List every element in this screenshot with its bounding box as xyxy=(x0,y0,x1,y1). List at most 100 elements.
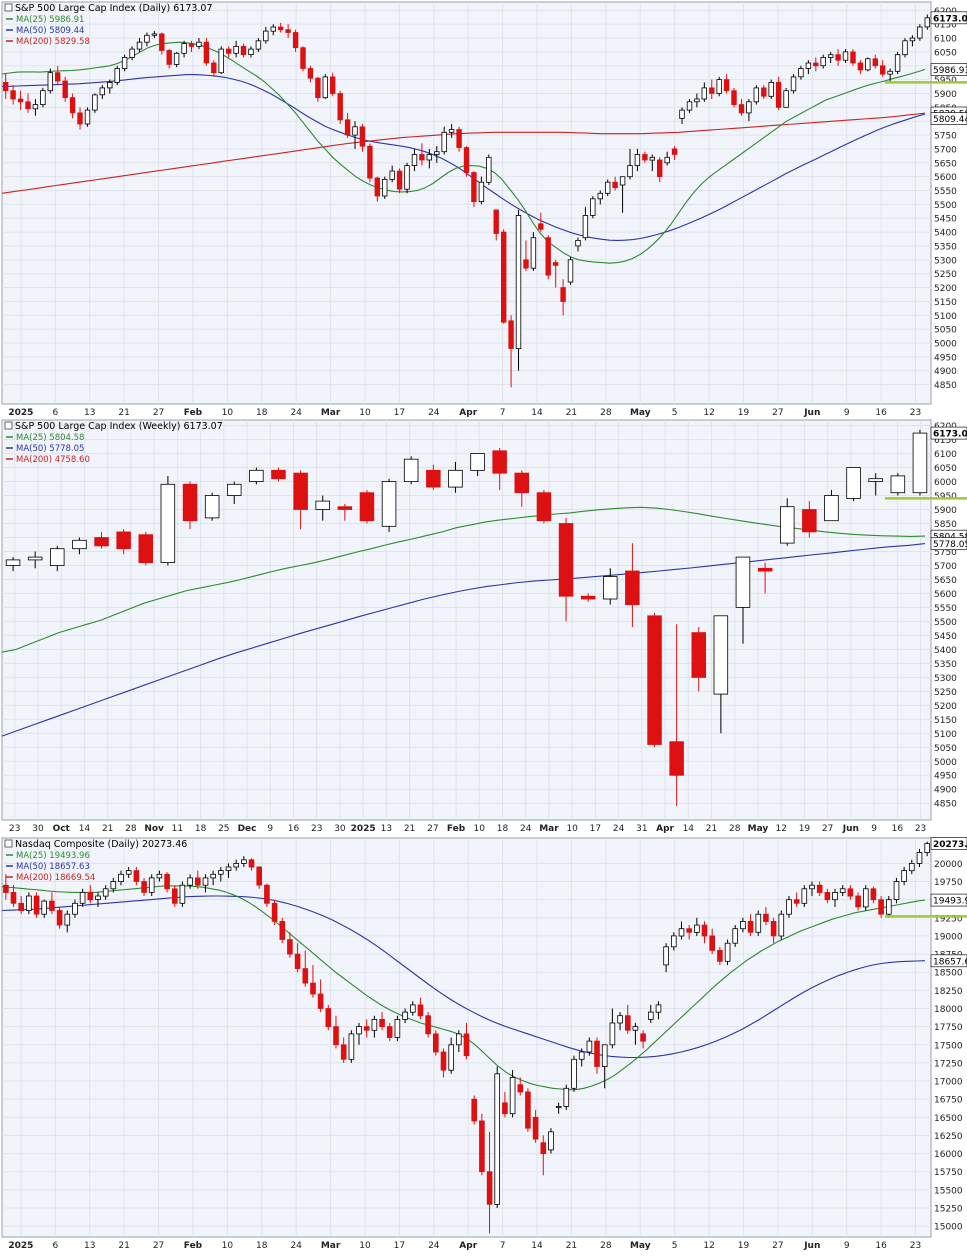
candle-body xyxy=(793,899,800,904)
candle-body xyxy=(417,1004,424,1017)
y-tick-label: 5300 xyxy=(934,674,957,684)
candle-body xyxy=(463,1033,470,1057)
candle-body xyxy=(916,852,923,864)
y-tick-label: 6100 xyxy=(934,35,957,45)
candle-body xyxy=(634,154,641,167)
x-tick-label: 10 xyxy=(566,824,578,834)
candle-body xyxy=(582,215,589,239)
candle-body xyxy=(627,165,633,178)
candle-body xyxy=(798,68,804,78)
x-tick-label: 18 xyxy=(256,1241,268,1251)
candle-body xyxy=(824,495,839,522)
candle-body xyxy=(790,76,797,92)
candle-body xyxy=(553,262,559,266)
candle-body xyxy=(494,1073,500,1205)
y-tick-label: 4850 xyxy=(934,381,957,391)
candle-body xyxy=(575,239,581,247)
candle-body xyxy=(225,48,232,54)
candle-body xyxy=(617,1015,623,1024)
candle-body xyxy=(317,993,324,1009)
candle-body xyxy=(761,87,767,97)
candle-body xyxy=(10,90,16,100)
candle-body xyxy=(886,899,892,915)
candle-body xyxy=(471,1098,477,1122)
candle-body xyxy=(850,51,856,64)
candle-body xyxy=(813,62,819,67)
candle-body xyxy=(389,170,395,180)
candle-body xyxy=(173,52,180,65)
chart-settings-icon xyxy=(4,3,13,12)
candle-body xyxy=(248,48,254,55)
ma25-line xyxy=(1,885,926,1091)
candle-body xyxy=(411,154,418,167)
y-tick-label: 5250 xyxy=(934,688,957,698)
candle-body xyxy=(333,1026,339,1046)
y-tick-label: 5150 xyxy=(934,716,957,726)
price-tag xyxy=(930,62,967,76)
candle-body xyxy=(121,57,128,69)
x-tick-label: Apr xyxy=(656,824,674,834)
x-tick-label: 19 xyxy=(738,408,750,418)
candle-body xyxy=(434,151,440,155)
candle-body xyxy=(486,156,492,183)
y-tick-label: 5050 xyxy=(934,326,957,336)
candle-body xyxy=(828,54,834,58)
candle-body xyxy=(548,1131,554,1151)
candle-body xyxy=(701,87,707,100)
candle-body xyxy=(580,595,596,600)
x-tick-label: 5 xyxy=(672,408,678,418)
candle-body xyxy=(277,26,284,31)
candle-body xyxy=(887,70,893,75)
candle-body xyxy=(740,921,746,930)
x-tick-label: 10 xyxy=(359,1241,371,1251)
candle-body xyxy=(924,843,930,853)
candle-body xyxy=(25,101,31,110)
candle-body xyxy=(300,47,306,69)
x-tick-label: 28 xyxy=(600,1241,612,1251)
price-tag-label: 6173.07 xyxy=(933,14,967,24)
y-tick-label: 16250 xyxy=(934,1132,963,1142)
legend-label: MA(50) 18657.63 xyxy=(16,862,90,872)
ma25-line xyxy=(1,506,926,653)
candle-body xyxy=(33,895,40,915)
candle-body xyxy=(508,320,514,349)
candle-body xyxy=(894,54,901,72)
candle-body xyxy=(194,877,201,886)
candle-body xyxy=(302,968,309,984)
candle-body xyxy=(310,982,316,995)
candle-body xyxy=(857,62,864,71)
y-tick-label: 16500 xyxy=(934,1114,963,1124)
candle-body xyxy=(292,32,299,49)
candle-body xyxy=(352,126,358,136)
price-tag xyxy=(930,426,967,440)
candle-body xyxy=(709,87,715,94)
candle-body xyxy=(18,902,24,911)
candle-body xyxy=(102,888,109,897)
candle-body xyxy=(160,483,176,563)
candle-body xyxy=(41,900,47,915)
candle-body xyxy=(217,870,224,875)
candle-body xyxy=(648,1011,654,1020)
x-tick-label: 30 xyxy=(32,824,44,834)
candle-body xyxy=(344,119,351,136)
candle-body xyxy=(640,1033,646,1042)
candle-body xyxy=(802,509,817,533)
x-tick-label: 16 xyxy=(875,1241,887,1251)
chart-settings-icon xyxy=(4,421,13,430)
x-tick-label: Mar xyxy=(321,408,341,418)
candle-body xyxy=(786,899,792,915)
x-tick-label: 14 xyxy=(683,824,695,834)
price-tag xyxy=(930,837,967,850)
candle-body xyxy=(315,500,330,510)
candle-body xyxy=(159,33,165,51)
candle-body xyxy=(69,97,76,114)
candle-body xyxy=(171,888,178,904)
candle-body xyxy=(492,450,507,474)
legend-label: MA(25) 5804.58 xyxy=(16,433,84,443)
y-tick-label: 5100 xyxy=(934,312,957,322)
y-tick-label: 15250 xyxy=(934,1204,963,1214)
x-tick-label: 12 xyxy=(703,1241,714,1251)
y-tick-label: 5500 xyxy=(934,618,957,628)
y-tick-label: 4900 xyxy=(934,367,957,377)
x-tick-label: 16 xyxy=(875,408,887,418)
